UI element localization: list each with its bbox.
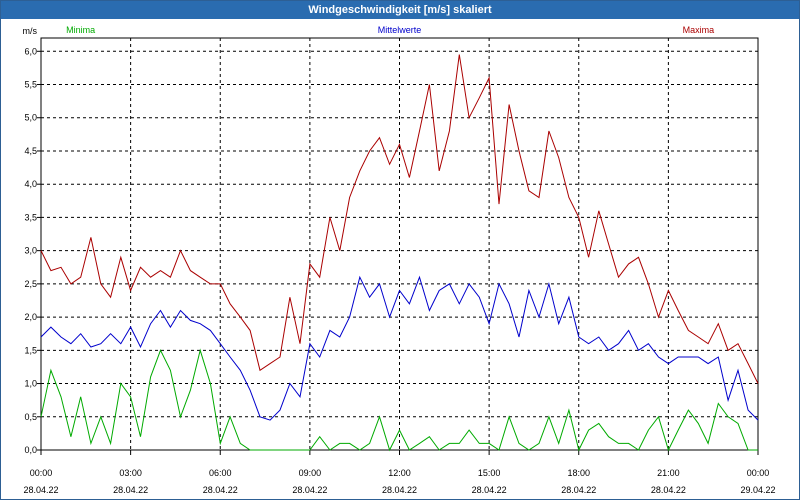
x-tick-time: 21:00 [657,468,680,478]
x-tick-time: 06:00 [209,468,232,478]
x-tick-time: 03:00 [119,468,142,478]
x-tick-time: 00:00 [30,468,53,478]
y-tick-label: 4,0 [24,179,37,189]
legend-minima: Minima [66,25,95,35]
legend-maxima: Maxima [683,25,715,35]
x-tick-time: 18:00 [567,468,590,478]
x-tick-date: 28.04.22 [472,485,507,495]
x-tick-date: 28.04.22 [23,485,58,495]
y-tick-label: 1,5 [24,345,37,355]
y-tick-label: 5,0 [24,113,37,123]
y-tick-label: 3,0 [24,246,37,256]
y-tick-label: 2,0 [24,312,37,322]
legend-mittelwerte: Mittelwerte [378,25,422,35]
y-tick-label: 0,5 [24,412,37,422]
y-unit-label: m/s [23,26,38,36]
x-tick-date: 28.04.22 [203,485,238,495]
x-tick-time: 00:00 [747,468,770,478]
x-tick-date: 28.04.22 [651,485,686,495]
y-tick-label: 5,5 [24,80,37,90]
x-tick-time: 12:00 [388,468,411,478]
x-tick-date: 28.04.22 [561,485,596,495]
x-tick-time: 15:00 [478,468,501,478]
line-chart: 0,0 0,5 1,0 1,5 2,0 2,5 3,0 3,5 4,0 4,5 5,0 5,5 6,0 m… [23,25,776,495]
x-tick-date: 28.04.22 [292,485,327,495]
x-tick-date: 28.04.22 [113,485,148,495]
x-tick-date: 29.04.22 [740,485,775,495]
x-tick-date: 28.04.22 [382,485,417,495]
y-tick-label: 1,0 [24,379,37,389]
series-line-maxima [40,54,759,384]
window-title: Windgeschwindigkeit [m/s] skaliert [1,1,799,19]
y-tick-label: 0,0 [24,445,37,455]
x-tick-time: 09:00 [299,468,322,478]
y-tick-label: 4,5 [24,146,37,156]
series-line-minima [40,348,758,452]
y-tick-label: 6,0 [24,46,37,56]
y-tick-label: 3,5 [24,212,37,222]
y-tick-label: 2,5 [24,279,37,289]
series-line-mittelwerte [40,275,759,421]
